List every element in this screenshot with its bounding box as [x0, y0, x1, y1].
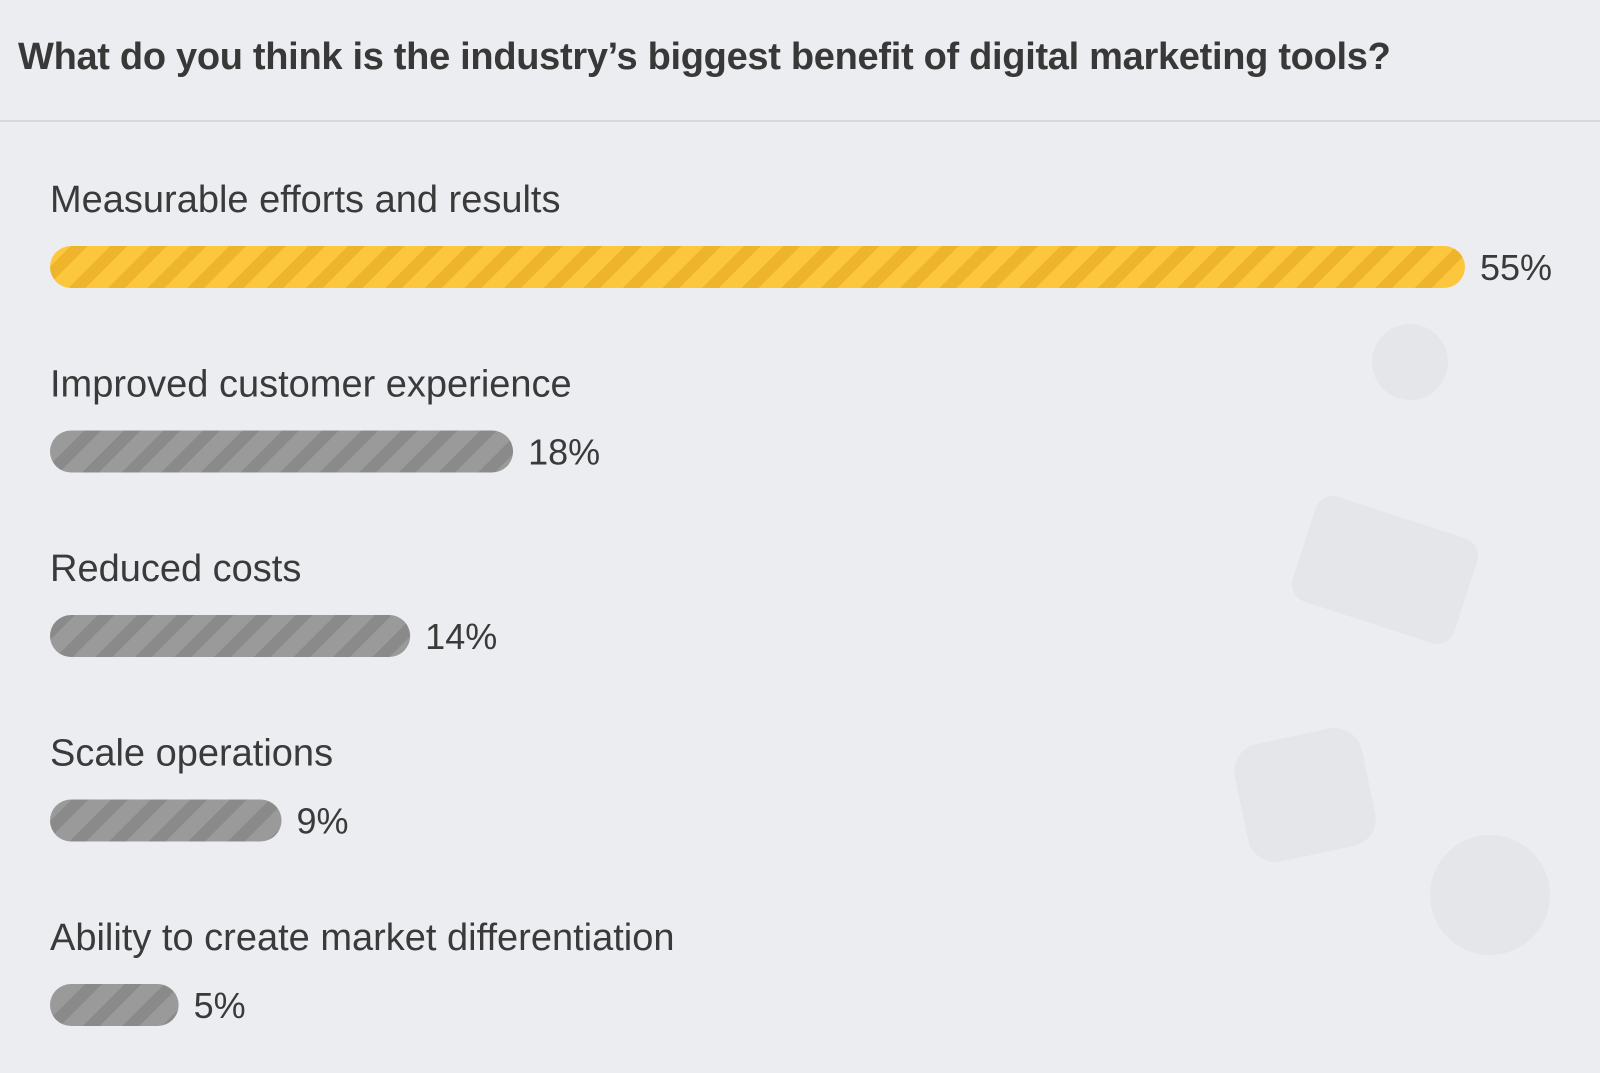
category-label: Ability to create market differentiation — [50, 917, 675, 959]
bar — [50, 430, 514, 473]
chart-header: What do you think is the industry’s bigg… — [0, 0, 1600, 122]
value-label: 5% — [194, 985, 246, 1026]
bar — [50, 984, 179, 1026]
bar-row: Scale operations 9% — [50, 733, 349, 842]
value-label: 55% — [1480, 247, 1552, 288]
category-label: Reduced costs — [50, 548, 301, 590]
chart-title: What do you think is the industry’s bigg… — [18, 36, 1391, 78]
category-label: Scale operations — [50, 733, 333, 775]
bar — [50, 615, 411, 657]
category-label: Improved customer experience — [50, 364, 572, 406]
bar-row: Reduced costs 14% — [50, 548, 497, 657]
bar-row: Ability to create market differentiation… — [50, 917, 675, 1026]
bar — [50, 246, 1465, 288]
value-label: 14% — [425, 616, 497, 657]
bar-row: Improved customer experience 18% — [50, 364, 600, 473]
value-label: 18% — [528, 432, 600, 473]
category-label: Measurable efforts and results — [50, 179, 560, 221]
bar — [50, 799, 282, 842]
value-label: 9% — [297, 801, 349, 842]
bar-row: Measurable efforts and results 55% — [50, 179, 1552, 288]
